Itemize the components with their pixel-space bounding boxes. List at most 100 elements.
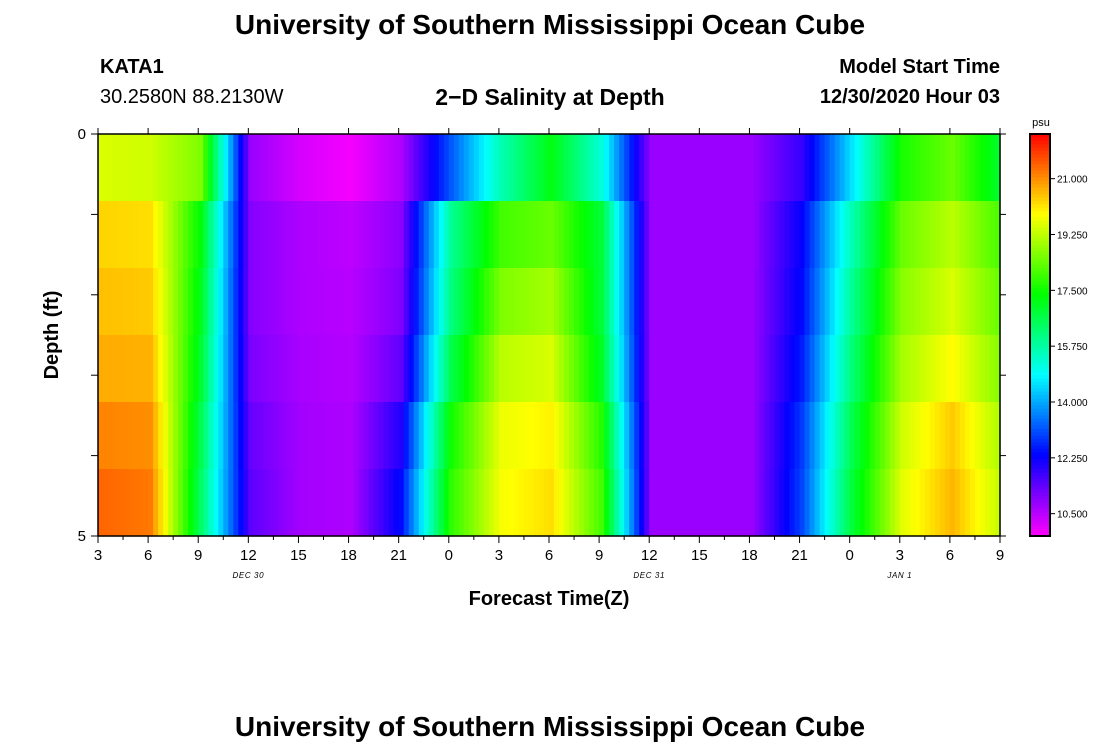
heatmap-cell (128, 201, 134, 269)
colorbar-swatch (1030, 207, 1050, 212)
heatmap-cell (418, 134, 425, 202)
colorbar-swatch (1030, 475, 1050, 480)
heatmap-cell (533, 201, 540, 269)
heatmap-cell (844, 402, 851, 470)
heatmap-cell (889, 134, 896, 202)
heatmap-cell (894, 469, 901, 537)
colorbar-swatch (1030, 492, 1050, 497)
heatmap-cell (158, 402, 164, 470)
heatmap-cell (108, 335, 114, 403)
heatmap-cell (303, 268, 310, 336)
heatmap-cell (528, 402, 535, 470)
heatmap-cell (749, 335, 756, 403)
heatmap-cell (333, 469, 340, 537)
heatmap-cell (113, 268, 119, 336)
heatmap-cell (188, 335, 194, 403)
heatmap-cell (378, 469, 385, 537)
heatmap-cell (113, 469, 119, 537)
heatmap-cell (704, 268, 710, 336)
heatmap-cell (954, 402, 961, 470)
x-tick-label: 3 (94, 547, 102, 564)
heatmap-cell (829, 402, 836, 470)
heatmap-cell (874, 134, 881, 202)
x-tick-label: 15 (290, 547, 307, 564)
heatmap-cell (604, 268, 610, 336)
heatmap-cell (789, 134, 796, 202)
heatmap-cell (894, 201, 901, 269)
heatmap-cell (448, 402, 455, 470)
colorbar-swatch (1030, 381, 1050, 386)
heatmap-cell (789, 402, 796, 470)
heatmap-cell (213, 268, 219, 336)
heatmap-cell (779, 335, 786, 403)
heatmap-cell (318, 469, 325, 537)
heatmap-cell (188, 268, 194, 336)
heatmap-cell (564, 268, 570, 336)
heatmap-cell (639, 402, 645, 470)
heatmap-cell (243, 134, 249, 202)
heatmap-cell (333, 402, 340, 470)
heatmap-cell (639, 469, 645, 537)
heatmap-cell (984, 402, 991, 470)
heatmap-cell (574, 201, 580, 269)
heatmap-cell (839, 469, 846, 537)
colorbar-swatch (1030, 365, 1050, 370)
heatmap-cell (473, 335, 480, 403)
colorbar-swatch (1030, 415, 1050, 420)
heatmap-cell (924, 402, 931, 470)
heatmap-cell (759, 134, 766, 202)
heatmap-cell (869, 402, 876, 470)
heatmap-cell (488, 201, 495, 269)
colorbar-swatch (1030, 311, 1050, 316)
heatmap-cell (949, 335, 956, 403)
colorbar-swatch (1030, 472, 1050, 477)
colorbar-swatch (1030, 157, 1050, 162)
heatmap-cell (263, 134, 269, 202)
x-tick-label: 9 (996, 547, 1004, 564)
colorbar-tick-label: 12.250 (1057, 454, 1088, 465)
x-tick-label: 9 (194, 547, 202, 564)
colorbar-tick-label: 17.500 (1057, 286, 1088, 297)
heatmap-cell (258, 201, 264, 269)
heatmap-cell (213, 134, 219, 202)
heatmap-cell (298, 402, 305, 470)
heatmap-cell (854, 402, 861, 470)
heatmap-cell (654, 134, 660, 202)
colorbar-swatch (1030, 358, 1050, 363)
heatmap-cell (904, 268, 911, 336)
heatmap-cell (468, 268, 475, 336)
heatmap-cell (218, 134, 224, 202)
heatmap-cell (373, 402, 380, 470)
heatmap-cell (884, 268, 891, 336)
heatmap-cell (774, 201, 781, 269)
heatmap-cell (579, 469, 585, 537)
heatmap-cell (133, 335, 139, 403)
heatmap-cell (358, 402, 365, 470)
heatmap-cell (609, 469, 615, 537)
heatmap-cell (488, 268, 495, 336)
heatmap-cell (123, 402, 129, 470)
colorbar-swatch (1030, 147, 1050, 152)
colorbar-frame (1029, 133, 1051, 537)
y-axis: 05 (78, 126, 1006, 545)
heatmap-cell (493, 201, 500, 269)
colorbar-swatch (1030, 512, 1050, 517)
heatmap-cell (398, 268, 405, 336)
heatmap-cell (363, 268, 370, 336)
heatmap-cell (403, 268, 410, 336)
heatmap-cell (183, 402, 189, 470)
heatmap-cell (423, 268, 430, 336)
colorbar-swatch (1030, 197, 1050, 202)
colorbar-swatch (1030, 227, 1050, 232)
heatmap-cell (248, 402, 254, 470)
heatmap-cell (619, 469, 625, 537)
heatmap-cell (634, 201, 640, 269)
heatmap-cell (543, 201, 550, 269)
heatmap-cell (684, 402, 690, 470)
date-label: JAN 1 (886, 571, 912, 580)
heatmap-cell (659, 335, 665, 403)
heatmap-cell (358, 335, 365, 403)
heatmap-cell (308, 201, 315, 269)
heatmap-cell (418, 201, 425, 269)
heatmap-cell (919, 402, 926, 470)
